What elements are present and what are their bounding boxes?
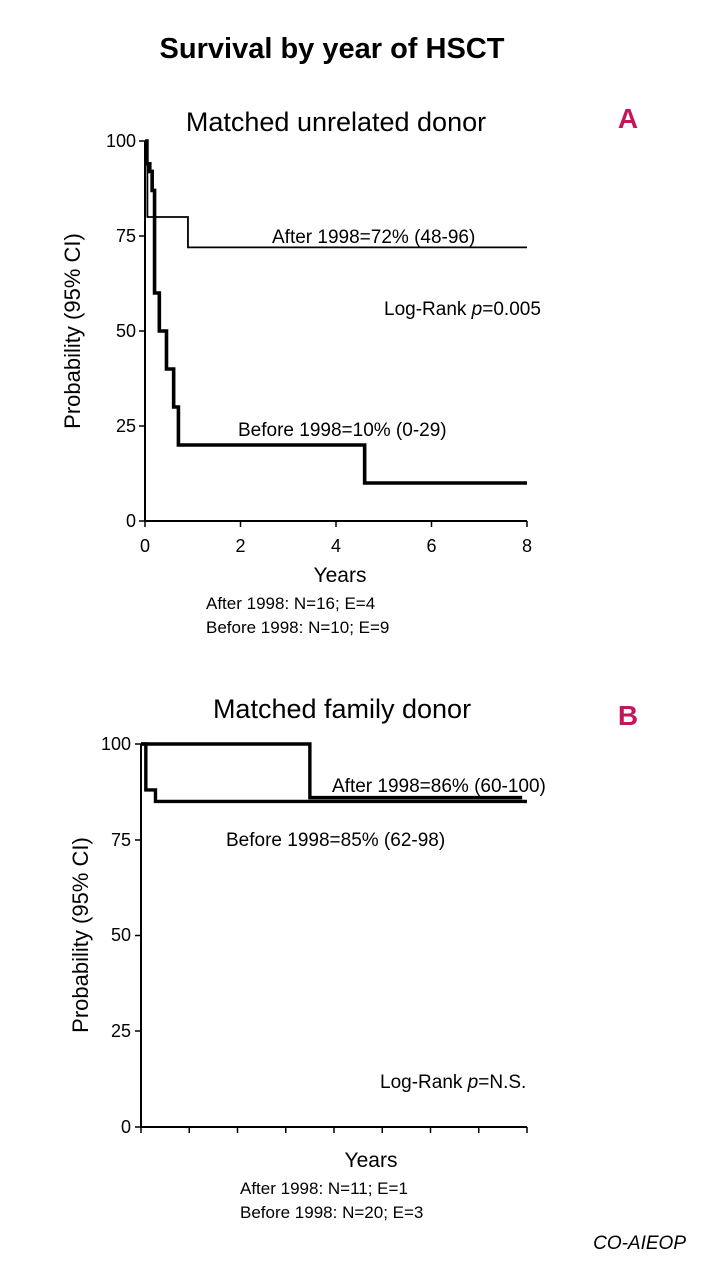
panel-b-footnote: Before 1998: N=20; E=3 [240, 1203, 423, 1222]
panel-a-logrank-prefix: Log-Rank [384, 299, 472, 320]
panel-b-letter: B [618, 700, 638, 731]
panel-a-y-ticks: 0 25 50 75 100 [106, 131, 145, 531]
panel-b-logrank-prefix: Log-Rank [380, 1072, 468, 1093]
panel-a-y-tick-label: 50 [116, 321, 136, 341]
panel-b-footnote: After 1998: N=11; E=1 [240, 1179, 408, 1198]
panel-a-x-tick-label: 0 [140, 536, 150, 556]
panel-a-footnote: After 1998: N=16; E=4 [206, 594, 375, 613]
panel-b: Matched family donor B 0 25 50 75 100 [68, 694, 638, 1222]
panel-b-logrank-value: =N.S. [478, 1072, 526, 1093]
panel-a-y-tick-label: 0 [126, 511, 136, 531]
panel-a-footnote: Before 1998: N=10; E=9 [206, 618, 389, 637]
panel-a-y-tick-label: 25 [116, 416, 136, 436]
panel-b-y-label: Probability (95% CI) [68, 837, 93, 1033]
panel-b-y-tick-label: 0 [121, 1117, 131, 1137]
panel-a-logrank: Log-Rank p=0.005 [384, 299, 541, 320]
panel-b-before-1998-label: Before 1998=85% (62-98) [226, 830, 445, 851]
panel-b-x-ticks [140, 1127, 528, 1133]
panel-b-title: Matched family donor [213, 694, 471, 724]
figure-title: Survival by year of HSCT [160, 33, 505, 65]
panel-a-x-tick-label: 4 [331, 536, 341, 556]
panel-b-logrank: Log-Rank p=N.S. [380, 1072, 526, 1093]
panel-b-logrank-p: p [467, 1072, 479, 1093]
panel-a-y-tick-label: 100 [106, 131, 136, 151]
panel-b-x-label: Years [345, 1149, 398, 1172]
panel-b-series-before-1998-line [141, 742, 527, 804]
panel-a-x-tick-label: 2 [235, 536, 245, 556]
panel-a-x-ticks: 0 2 4 6 8 [140, 521, 532, 556]
panel-a-before-1998-label: Before 1998=10% (0-29) [238, 420, 447, 441]
panel-a: Matched unrelated donor A 0 25 50 75 100… [60, 103, 638, 637]
panel-a-x-tick-label: 6 [426, 536, 436, 556]
panel-a-series-before-1998-line [145, 139, 527, 485]
panel-b-after-1998-label: After 1998=86% (60-100) [332, 776, 546, 797]
panel-a-letter: A [618, 103, 638, 134]
source-credit: CO-AIEOP [593, 1233, 686, 1254]
panel-a-logrank-value: =0.005 [482, 299, 541, 320]
panel-b-y-tick-label: 50 [111, 925, 131, 945]
panel-a-x-label: Years [314, 564, 367, 587]
panel-b-y-tick-label: 75 [111, 830, 131, 850]
panel-b-y-tick-label: 100 [101, 734, 131, 754]
panel-a-logrank-p: p [471, 299, 483, 320]
panel-b-y-tick-label: 25 [111, 1021, 131, 1041]
panel-a-after-1998-label: After 1998=72% (48-96) [272, 227, 475, 248]
panel-a-y-tick-label: 75 [116, 226, 136, 246]
panel-b-series-after-1998-line [141, 742, 523, 800]
panel-b-y-ticks: 0 25 50 75 100 [101, 734, 141, 1137]
panel-a-title: Matched unrelated donor [186, 107, 486, 137]
panel-a-y-label: Probability (95% CI) [60, 233, 85, 429]
panel-a-x-tick-label: 8 [522, 536, 532, 556]
